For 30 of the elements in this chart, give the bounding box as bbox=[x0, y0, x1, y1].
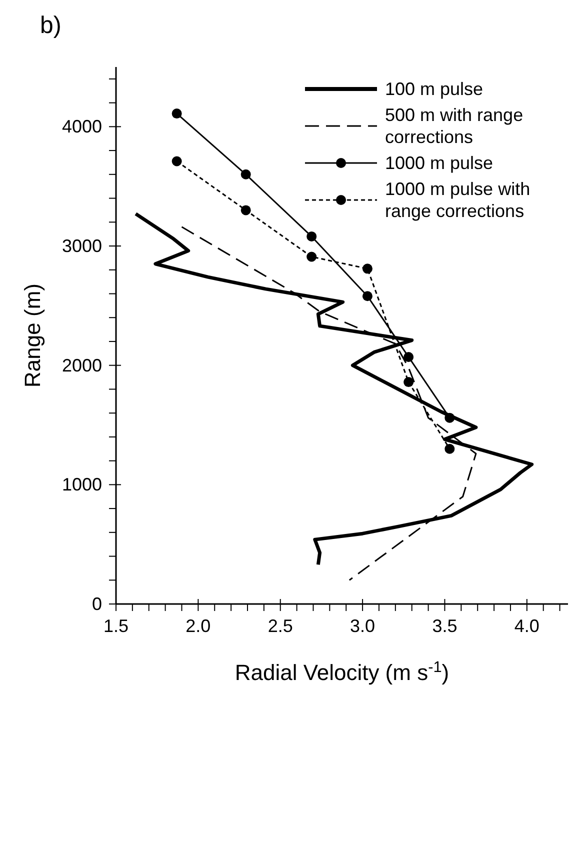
legend-label: 500 m with range corrections bbox=[385, 104, 524, 148]
chart-title: b) bbox=[40, 12, 62, 40]
point bbox=[306, 231, 317, 242]
point bbox=[240, 205, 251, 216]
point bbox=[306, 252, 317, 262]
point bbox=[404, 377, 414, 388]
point bbox=[172, 108, 182, 119]
text: 2.0 bbox=[186, 616, 211, 636]
x-tick-label: 4.0 bbox=[514, 616, 540, 636]
x-tick-label: 1.5 bbox=[103, 616, 129, 636]
legend-label: 1000 m pulse bbox=[385, 152, 494, 174]
point bbox=[362, 291, 372, 302]
y-tick-label: 0 bbox=[92, 594, 102, 614]
y-tick-label: 2000 bbox=[62, 355, 102, 376]
legend-label: 1000 m pulse with range corrections bbox=[385, 178, 532, 222]
point bbox=[444, 444, 455, 454]
x-axis-title: Radial Velocity (m s$^{-1}$) bbox=[234, 658, 450, 685]
point bbox=[362, 264, 372, 274]
y-tick-label: 4000 bbox=[62, 116, 102, 137]
legend-label: 100 m pulse bbox=[385, 78, 484, 100]
y-tick-label: 1000 bbox=[62, 474, 102, 495]
x-tick-label: 2.5 bbox=[268, 616, 293, 636]
y-tick-label: 3000 bbox=[62, 236, 102, 256]
x-tick-label: 3.0 bbox=[350, 616, 376, 636]
point bbox=[172, 156, 182, 166]
point bbox=[444, 412, 455, 423]
point bbox=[404, 352, 414, 362]
point bbox=[240, 169, 251, 180]
x-tick-label: 3.5 bbox=[432, 616, 458, 636]
y-axis-title: Range (m) bbox=[20, 284, 45, 388]
